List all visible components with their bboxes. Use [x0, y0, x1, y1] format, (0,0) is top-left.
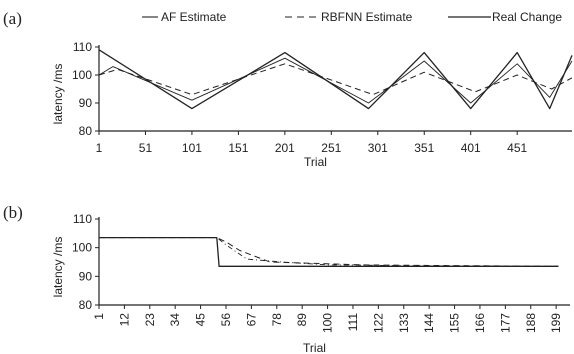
y-tick-label-a: 110	[73, 40, 92, 54]
panel-b-label: (b)	[3, 203, 23, 222]
x-tick-label-a: 401	[461, 141, 481, 155]
series-rbfnn-estimate-a	[98, 63, 573, 96]
x-tick-label-a: 201	[275, 141, 295, 155]
x-axis-title-b: Trial	[303, 341, 326, 354]
x-tick-label-b: 166	[473, 313, 487, 333]
x-tick-label-a: 251	[321, 141, 341, 155]
series-real-change-a	[98, 49, 573, 110]
y-tick-label-b: 100	[72, 241, 92, 255]
x-tick-label-b: 34	[168, 313, 182, 327]
x-tick-label-b: 100	[321, 313, 335, 333]
x-tick-label-a: 301	[368, 141, 388, 155]
x-tick-label-b: 155	[448, 313, 462, 333]
x-tick-label-b: 188	[524, 313, 538, 333]
y-tick-label-b: 80	[79, 298, 93, 312]
x-tick-label-b: 133	[397, 313, 411, 333]
chart-panel-b: 80 90 100 110 1 12 23 34 45 56 67 78 89 100 111 122 133 1…	[51, 212, 570, 354]
x-tick-label-b: 67	[244, 313, 258, 327]
x-tick-label-a: 451	[507, 141, 527, 155]
y-tick-label-a: 100	[72, 68, 92, 82]
x-tick-label-b: 45	[194, 313, 208, 327]
y-tick-label-b: 90	[79, 269, 93, 283]
legend-real-label: Real Change	[492, 10, 562, 24]
x-tick-label-b: 177	[498, 313, 512, 333]
x-tick-label-b: 12	[117, 313, 131, 327]
x-axis-title-a: Trial	[304, 155, 327, 169]
y-tick-label-b: 110	[73, 212, 92, 226]
y-tick-label-a: 80	[79, 124, 93, 138]
x-tick-label-b: 23	[143, 313, 157, 327]
series-real-change-b	[99, 236, 559, 267]
x-tick-label-b: 1	[92, 313, 106, 320]
series-af-estimate-a	[98, 57, 573, 104]
series-af-estimate-b	[99, 237, 559, 267]
series-rbfnn-estimate-b	[99, 237, 559, 267]
legend: AF Estimate RBFNN Estimate Real Change	[142, 10, 562, 24]
x-tick-label-b: 111	[346, 313, 360, 332]
panel-a-label: (a)	[3, 9, 22, 28]
y-axis-title-a: latency /ms	[51, 64, 65, 125]
x-tick-label-b: 144	[422, 313, 436, 333]
x-tick-label-b: 89	[295, 313, 309, 327]
legend-rbfnn-label: RBFNN Estimate	[321, 10, 413, 24]
x-tick-label-b: 122	[371, 313, 385, 333]
legend-af-label: AF Estimate	[161, 10, 227, 24]
y-tick-label-a: 90	[79, 96, 93, 110]
x-tick-label-a: 351	[414, 141, 434, 155]
x-tick-label-b: 56	[219, 313, 233, 327]
y-axis-title-b: latency /ms	[51, 237, 65, 298]
x-tick-label-b: 199	[549, 313, 563, 333]
x-tick-label-b: 78	[270, 313, 284, 327]
x-tick-label-a: 51	[139, 141, 153, 155]
x-tick-label-a: 151	[228, 141, 248, 155]
x-tick-label-a: 1	[96, 141, 103, 155]
x-tick-label-a: 101	[182, 141, 202, 155]
